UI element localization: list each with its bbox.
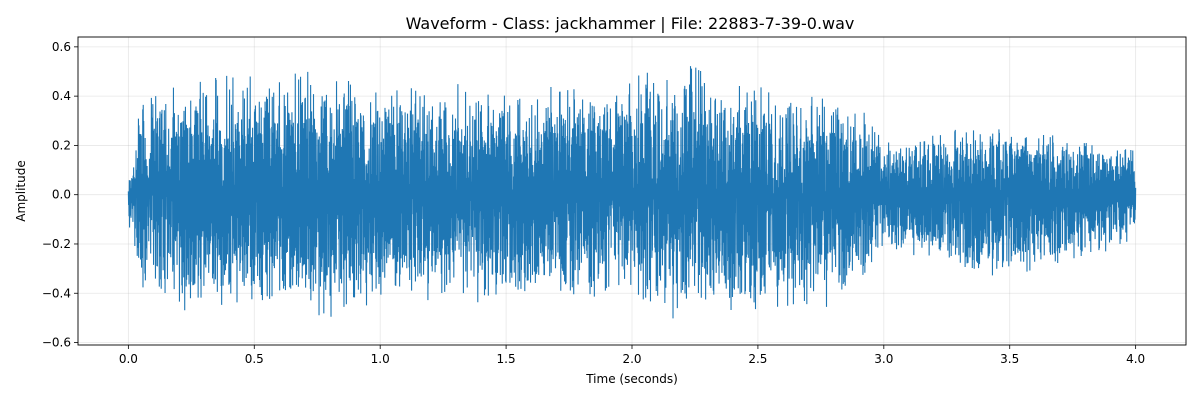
y-tick-label: 0.0 — [52, 188, 71, 202]
x-tick-label: 3.5 — [1000, 352, 1019, 366]
x-tick-label: 3.0 — [874, 352, 893, 366]
y-axis: −0.6 −0.4 −0.2 0.0 0.2 0.4 0.6 — [42, 40, 78, 350]
x-tick-label: 0.0 — [119, 352, 138, 366]
chart-title: Waveform - Class: jackhammer | File: 228… — [406, 14, 855, 33]
y-tick-label: −0.2 — [42, 237, 71, 251]
y-tick-label: −0.6 — [42, 336, 71, 350]
x-tick-label: 0.5 — [245, 352, 264, 366]
x-tick-label: 2.5 — [748, 352, 767, 366]
y-tick-label: 0.2 — [52, 138, 71, 152]
x-axis: 0.0 0.5 1.0 1.5 2.0 2.5 3.0 3.5 4.0 — [119, 345, 1145, 366]
plot-area — [127, 66, 1137, 319]
y-tick-label: 0.4 — [52, 89, 71, 103]
x-axis-label: Time (seconds) — [585, 372, 678, 386]
y-tick-label: −0.4 — [42, 286, 71, 300]
x-tick-label: 1.5 — [497, 352, 516, 366]
x-tick-label: 1.0 — [371, 352, 390, 366]
x-tick-label: 2.0 — [622, 352, 641, 366]
y-axis-label: Amplitude — [14, 160, 28, 222]
x-tick-label: 4.0 — [1126, 352, 1145, 366]
waveform-series-line — [127, 66, 1137, 319]
y-tick-label: 0.6 — [52, 40, 71, 54]
